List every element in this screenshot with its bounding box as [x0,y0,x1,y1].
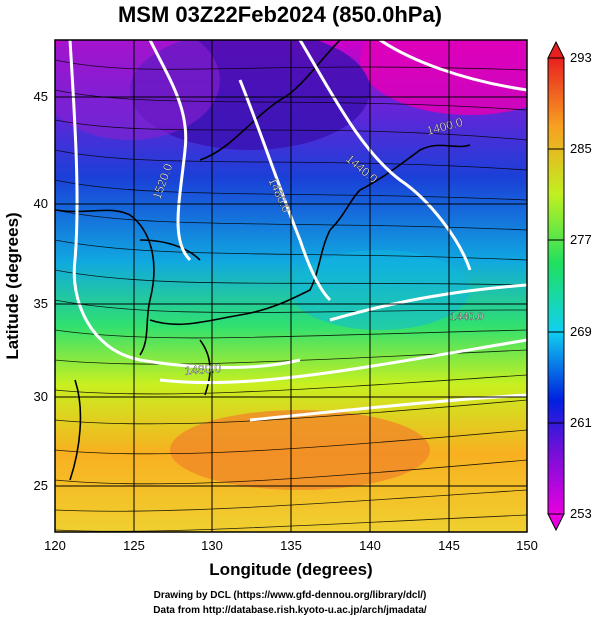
colorbar: 293 285 277 269 261 253 [547,40,592,532]
colorbar-label: 293 [570,50,592,65]
contour-label: 1440.0 [450,311,484,323]
y-tick-label: 45 [34,89,48,104]
coastlines [55,40,471,481]
x-tick-label: 145 [438,538,460,553]
credit-drawing: Drawing by DCL (https://www.gfd-dennou.o… [153,590,427,601]
geopotential-contours [68,40,527,422]
x-tick-label: 140 [359,538,381,553]
y-tick-label: 40 [34,196,48,211]
y-axis-label: Latitude (degrees) [3,212,22,359]
x-tick-label: 125 [123,538,145,553]
colorbar-label: 253 [570,506,592,521]
x-tick-label: 120 [44,538,66,553]
x-axis-label: Longitude (degrees) [209,560,372,579]
x-tick-label: 135 [280,538,302,553]
colorbar-label: 269 [570,324,592,339]
y-tick-label: 25 [34,478,48,493]
x-tick-labels: 120 125 130 135 140 145 150 [44,538,538,553]
colorbar-label: 277 [570,232,592,247]
colorbar-label: 285 [570,141,592,156]
grid-lines [55,40,527,532]
x-tick-label: 150 [516,538,538,553]
contour-label: 1480.0 [184,361,222,378]
y-tick-label: 30 [34,389,48,404]
plot-frame [54,39,528,533]
colorbar-label: 261 [570,415,592,430]
credit-data: Data from http://database.rish.kyoto-u.a… [153,605,427,616]
y-tick-label: 35 [34,296,48,311]
x-tick-label: 130 [201,538,223,553]
y-tick-labels: 25 30 35 40 45 [34,89,48,493]
chart-title: MSM 03Z22Feb2024 (850.0hPa) [117,2,443,27]
wind-streamlines [55,59,527,532]
